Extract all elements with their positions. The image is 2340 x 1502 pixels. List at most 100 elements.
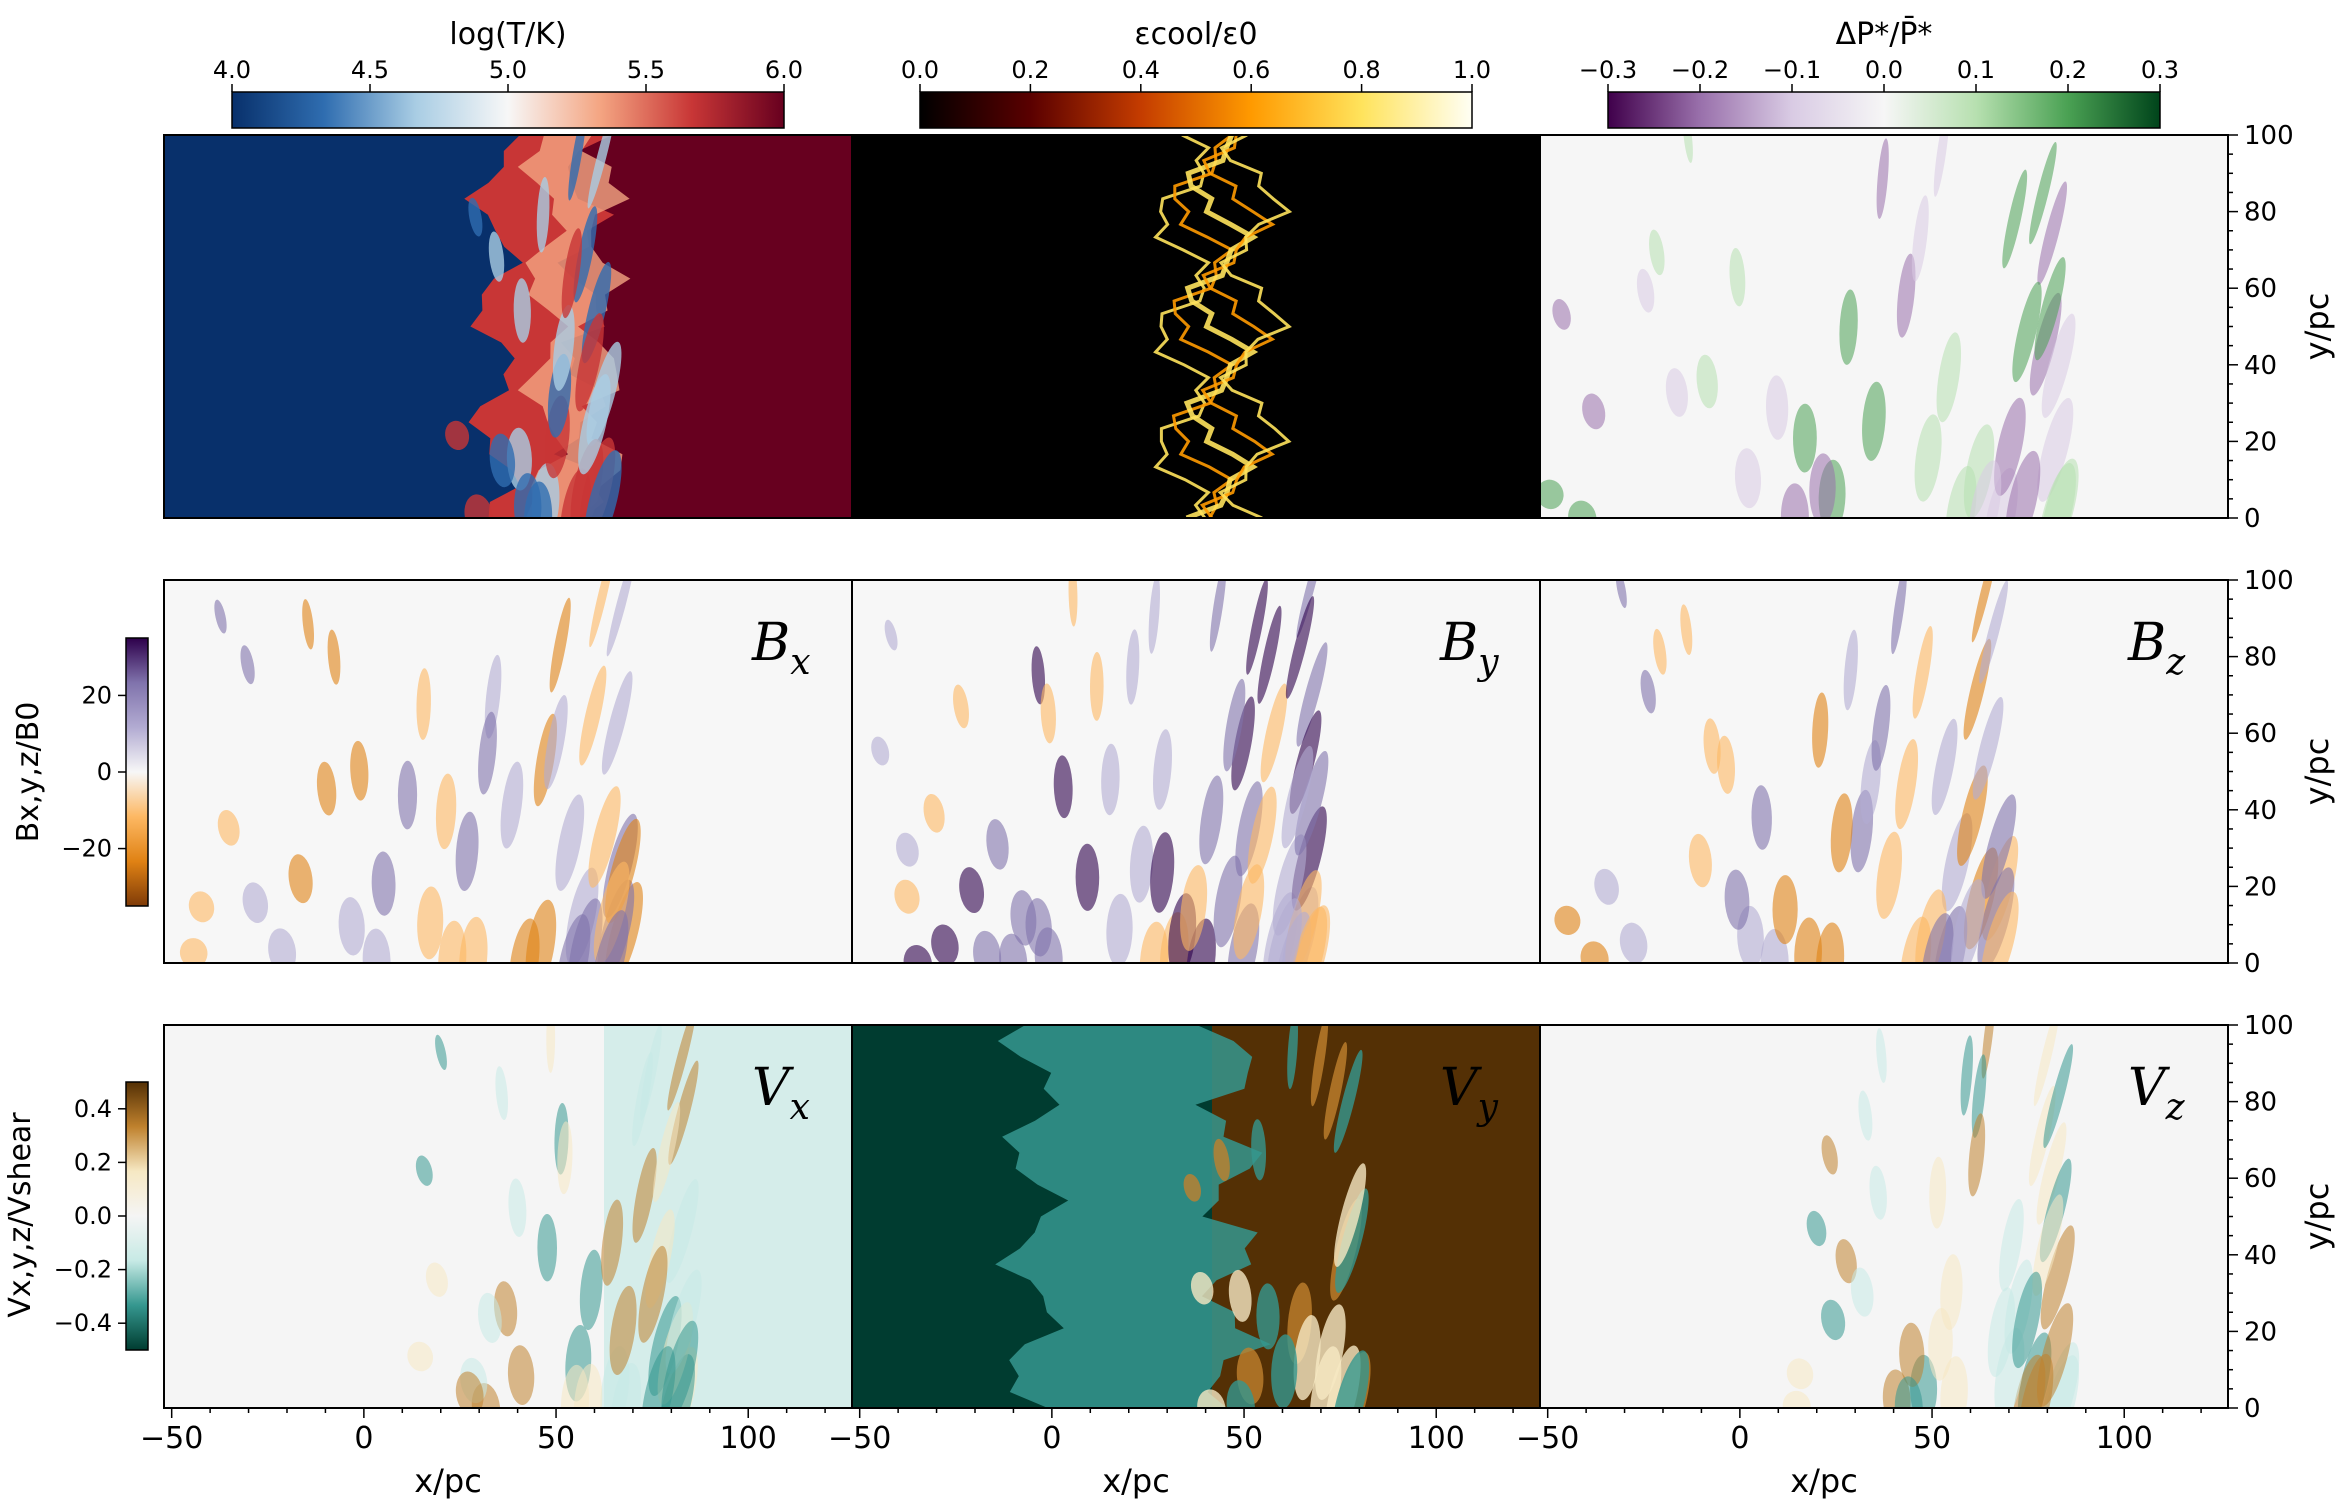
field-structure: [1843, 629, 1858, 711]
field-structure: [1126, 629, 1140, 705]
x-tick-label: 50: [537, 1421, 575, 1456]
field-structure: [1285, 596, 1315, 699]
colorbar-tick-label: 0.4: [1122, 56, 1160, 84]
x-tick-label: 100: [2096, 1421, 2153, 1456]
colorbar-tick-label: 6.0: [765, 56, 803, 84]
field-structure: [1291, 905, 1331, 963]
panel-velocity-x: Vx: [163, 1024, 853, 1409]
colorbar-tick-label: 0.1: [1957, 56, 1995, 84]
colorbar-tick-label: 0.3: [2141, 56, 2179, 84]
field-structure: [583, 450, 622, 518]
field-structure: [1231, 696, 1255, 791]
y-tick-label: 0: [2244, 949, 2261, 979]
field-structure: [1839, 289, 1858, 365]
field-structure: [665, 1179, 699, 1284]
x-axis-label: x/pc: [1102, 1462, 1170, 1500]
colorbar-cooling: εcool/ε0 0.0 0.2 0.4 0.6 0.8 1.0: [901, 17, 1491, 129]
field-structure: [884, 619, 898, 651]
field-structure: [1682, 135, 1693, 163]
field-structure: [1582, 393, 1606, 430]
field-structure: [488, 231, 505, 282]
field-structure: [1809, 453, 1836, 518]
field-structure: [1335, 1188, 1369, 1293]
field-structure: [536, 176, 550, 253]
field-structure: [589, 580, 615, 648]
field-structure: [507, 1345, 535, 1405]
field-structure: [2033, 1025, 2060, 1107]
field-structure: [1786, 1358, 1814, 1390]
panel-label: Bx: [751, 613, 811, 683]
y-axis-label: y/pc: [2298, 738, 2336, 806]
field-structure: [1040, 683, 1056, 744]
y-tick-label: 20: [2244, 1317, 2277, 1347]
colorbar-magnetic-ticks: −20 0 20: [61, 681, 126, 863]
field-structure: [1983, 468, 2018, 518]
colorbar-cooling-ticks: 0.0 0.2 0.4 0.6 0.8 1.0: [901, 56, 1491, 92]
y-tick-label: 100: [2244, 121, 2294, 151]
y-tick-label: 0: [2244, 504, 2261, 534]
field-structure: [1963, 424, 1995, 518]
field-structure: [1894, 1376, 1923, 1408]
field-structure: [606, 580, 636, 657]
colorbar-tick-label: 0.0: [1865, 56, 1903, 84]
y-tick-label: 60: [2244, 1164, 2277, 1194]
colorbar-tick-label: −0.1: [1763, 56, 1821, 84]
field-structure: [1272, 834, 1307, 936]
field-structure: [1912, 625, 1933, 719]
panel-cooling: [851, 134, 1541, 519]
field-structure: [1914, 414, 1942, 502]
field-structure: [1821, 1299, 1846, 1341]
field-structure: [2034, 257, 2066, 361]
y-tick-label: 20: [2244, 427, 2277, 457]
colorbar-tick-label: 0.2: [2049, 56, 2087, 84]
colorbar-velocity-gradient: [125, 1081, 149, 1351]
field-structure: [1876, 138, 1889, 219]
colorbar-tick-label: 4.0: [213, 56, 251, 84]
field-structure: [1594, 868, 1619, 905]
field-structure: [1772, 875, 1798, 945]
field-structure: [1734, 448, 1762, 509]
field-structure: [1053, 755, 1073, 819]
field-structure: [1858, 1090, 1873, 1141]
x-axis-label: x/pc: [414, 1462, 482, 1500]
field-structure: [1334, 1163, 1367, 1267]
panel-magnetic-z: Bz: [1539, 579, 2229, 964]
colorbar-tick-label: 0: [97, 758, 112, 786]
field-structure: [455, 811, 479, 891]
field-structure: [214, 599, 227, 634]
panel-grid: Bx By Bz Vx Vy Vz: [163, 134, 2229, 1409]
field-structure: [1782, 1390, 1811, 1408]
field-structure: [1183, 1174, 1202, 1202]
field-structure: [557, 1121, 573, 1195]
field-structure: [2036, 1122, 2067, 1225]
field-structure: [1226, 1380, 1255, 1408]
y-tick-label: 80: [2244, 198, 2277, 228]
field-structure: [455, 1371, 484, 1408]
field-structure: [2040, 1342, 2080, 1408]
field-structure: [1293, 1315, 1321, 1401]
field-structure: [468, 197, 483, 237]
field-structure: [1979, 580, 2009, 684]
field-structure: [242, 882, 269, 923]
field-structure: [568, 135, 587, 201]
colorbar-temperature-label: log(T/K): [449, 17, 566, 52]
field-structure: [1068, 580, 1078, 627]
field-structure: [1830, 793, 1853, 873]
field-structure: [316, 761, 337, 816]
axes: −50 0 50 100 x/pc −50 0 50 100 x/pc −50 0 50 100 x/pc 0…: [140, 121, 2336, 1500]
field-structure: [587, 135, 616, 209]
field-structure: [894, 879, 920, 914]
panel-label: Bz: [2127, 613, 2186, 683]
background: [852, 135, 1540, 518]
field-structure: [1089, 652, 1104, 721]
field-structure: [217, 809, 240, 846]
y-tick-label: 100: [2244, 1011, 2294, 1041]
y-tick-label: 80: [2244, 643, 2277, 673]
field-structure: [362, 928, 391, 963]
colorbar-tick-label: −0.3: [1579, 56, 1637, 84]
x-tick-label: 100: [720, 1421, 777, 1456]
field-structure: [1896, 253, 1916, 338]
colorbar-tick-label: −0.2: [1671, 56, 1729, 84]
field-structure: [1235, 781, 1263, 877]
field-structure: [417, 886, 444, 960]
